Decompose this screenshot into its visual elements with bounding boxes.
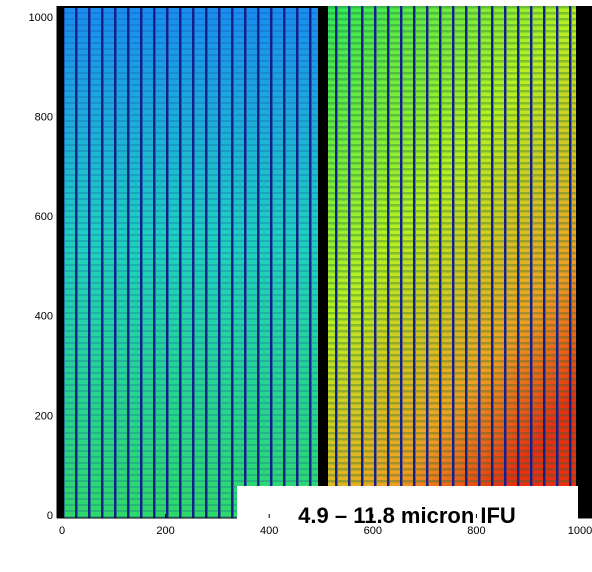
x-tick-label: 800 <box>467 525 485 537</box>
y-tick-label: 600 <box>35 211 53 223</box>
annotation: 4.9 – 11.8 micron IFU <box>298 503 516 528</box>
x-tick-label: 600 <box>364 525 382 537</box>
annotation-box <box>237 486 578 545</box>
x-tick-label: 400 <box>260 525 278 537</box>
y-tick-label: 400 <box>35 311 53 323</box>
detector-image <box>57 6 592 518</box>
y-tick-label: 1000 <box>29 12 53 24</box>
x-tick-label: 200 <box>156 525 174 537</box>
x-tick-label: 1000 <box>568 525 592 537</box>
x-tick-label: 0 <box>59 525 65 537</box>
y-tick-label: 0 <box>47 510 53 522</box>
y-tick-label: 800 <box>35 112 53 124</box>
y-tick-label: 200 <box>35 410 53 422</box>
